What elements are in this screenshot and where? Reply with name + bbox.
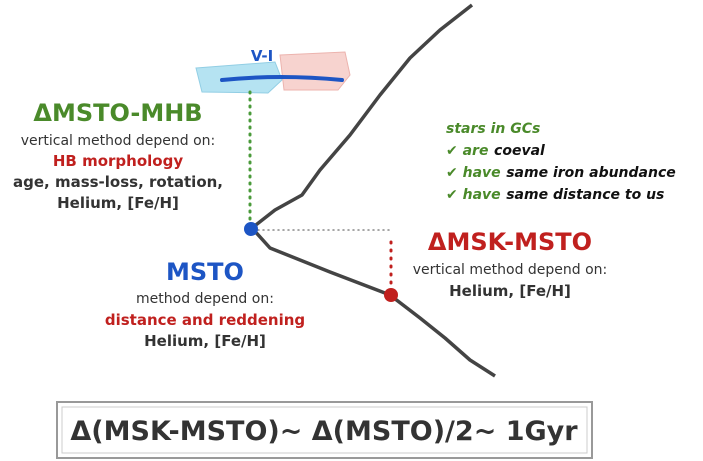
summary-box bbox=[56, 401, 593, 459]
text: HB morphology bbox=[53, 152, 183, 170]
text: same iron abundance bbox=[506, 165, 676, 181]
msto-mhb-title: ΔMSTO-MHB bbox=[33, 99, 202, 127]
msto-point bbox=[244, 222, 258, 236]
msto-title: MSTO bbox=[166, 258, 244, 286]
msk-point bbox=[384, 288, 398, 302]
text: method depend on: bbox=[136, 291, 274, 307]
text: Helium, [Fe/H] bbox=[449, 282, 571, 300]
text: Helium, [Fe/H] bbox=[57, 194, 179, 212]
red-band bbox=[279, 51, 351, 91]
text: vertical method depend on: bbox=[413, 262, 608, 278]
gc-item: ✔ are coeval bbox=[446, 140, 545, 159]
text: age, mass-loss, rotation, bbox=[13, 173, 223, 191]
text: distance and reddening bbox=[105, 311, 305, 329]
gc-item: ✔ have same iron abundance bbox=[446, 162, 676, 181]
vi-arrow bbox=[220, 75, 344, 82]
text: Helium, [Fe/H] bbox=[144, 332, 266, 350]
check: ✔ have bbox=[446, 187, 501, 203]
gc-item: ✔ have same distance to us bbox=[446, 184, 664, 203]
summary: Δ(MSK-MSTO)~ Δ(MSTO)/2~ 1Gyr bbox=[70, 416, 578, 447]
check: ✔ are bbox=[446, 143, 488, 159]
summary-inner bbox=[61, 406, 588, 454]
isochrone bbox=[250, 3, 496, 378]
text: vertical method depend on: bbox=[21, 133, 216, 149]
gc-title: stars in GCs bbox=[446, 121, 540, 137]
text: coeval bbox=[494, 143, 545, 159]
check: ✔ have bbox=[446, 165, 501, 181]
axis-label: V-I bbox=[251, 47, 273, 65]
text: same distance to us bbox=[506, 187, 664, 203]
msk-msto-title: ΔMSK-MSTO bbox=[428, 228, 592, 256]
